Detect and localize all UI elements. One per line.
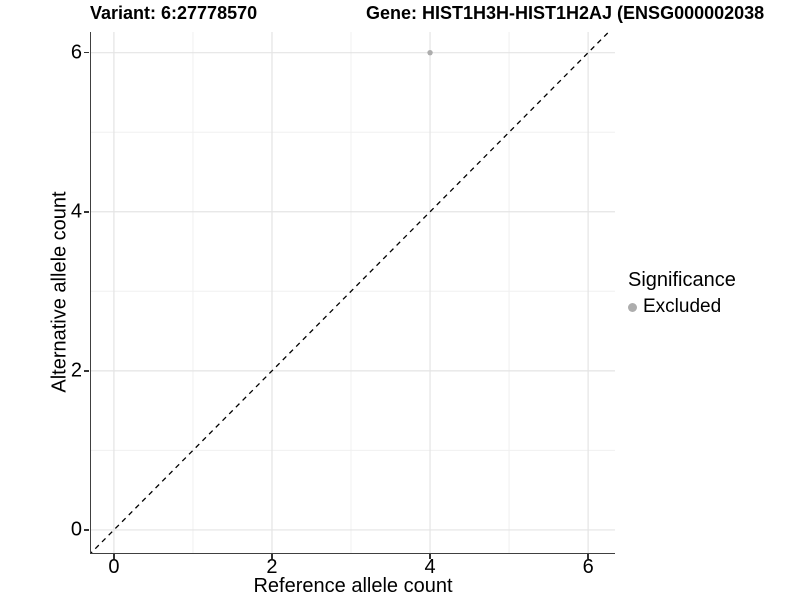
legend-title: Significance bbox=[628, 269, 736, 291]
x-tick-mark bbox=[429, 554, 431, 559]
identity-dashed-line bbox=[90, 32, 610, 553]
y-tick-mark bbox=[84, 51, 89, 54]
x-tick-mark bbox=[113, 554, 115, 559]
legend-item-label: Excluded bbox=[643, 296, 722, 317]
x-tick-label: 4 bbox=[424, 556, 436, 578]
y-tick-label: 4 bbox=[70, 200, 82, 223]
legend-item-excluded: Excluded bbox=[628, 296, 736, 318]
y-tick-mark bbox=[84, 370, 89, 372]
plot-panel bbox=[89, 32, 615, 554]
plot-title-gene: Gene: HIST1H3H-HIST1H2AJ (ENSG000002038 bbox=[366, 3, 765, 23]
y-tick-label: 0 bbox=[70, 518, 82, 541]
x-tick-mark bbox=[271, 554, 273, 559]
x-tick-label: 2 bbox=[266, 556, 278, 578]
y-tick-mark bbox=[84, 211, 89, 213]
legend: Significance Excluded bbox=[628, 269, 736, 318]
y-tick-label: 2 bbox=[70, 359, 82, 382]
y-tick-label: 6 bbox=[70, 41, 82, 64]
x-axis-title: Reference allele count bbox=[253, 575, 453, 597]
plot-title-variant: Variant: 6:27778570 bbox=[90, 3, 258, 23]
x-tick-mark bbox=[587, 554, 589, 559]
x-tick-label: 0 bbox=[108, 556, 120, 578]
data-point bbox=[426, 49, 433, 56]
y-tick-mark bbox=[84, 529, 89, 531]
excluded-point-icon bbox=[628, 302, 637, 312]
plot-area-svg bbox=[90, 32, 615, 553]
x-tick-label: 6 bbox=[582, 556, 594, 578]
y-axis-title: Alternative allele count bbox=[48, 191, 71, 393]
